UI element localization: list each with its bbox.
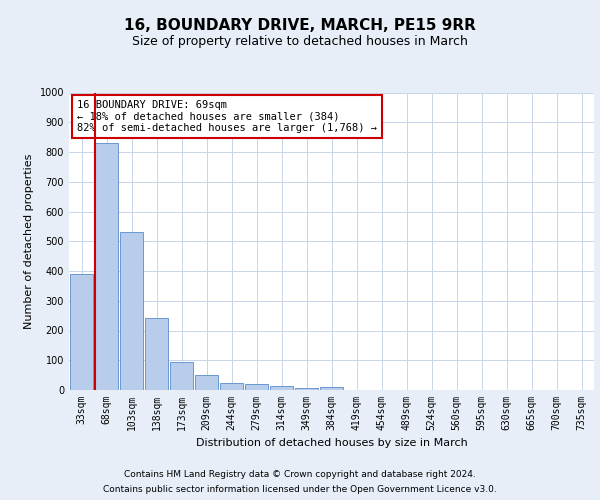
X-axis label: Distribution of detached houses by size in March: Distribution of detached houses by size … [196,438,467,448]
Bar [95,143,118,390]
Text: Size of property relative to detached houses in March: Size of property relative to detached ho… [132,35,468,48]
Bar [145,318,169,390]
Bar [245,384,268,390]
Text: 16, BOUNDARY DRIVE, MARCH, PE15 9RR: 16, BOUNDARY DRIVE, MARCH, PE15 9RR [124,18,476,32]
Text: 16 BOUNDARY DRIVE: 69sqm
← 18% of detached houses are smaller (384)
82% of semi-: 16 BOUNDARY DRIVE: 69sqm ← 18% of detach… [77,100,377,133]
Bar [220,384,244,390]
Text: Contains HM Land Registry data © Crown copyright and database right 2024.: Contains HM Land Registry data © Crown c… [124,470,476,479]
Bar [70,274,94,390]
Bar [295,388,319,390]
Y-axis label: Number of detached properties: Number of detached properties [24,154,34,329]
Bar [269,386,293,390]
Bar [320,387,343,390]
Text: Contains public sector information licensed under the Open Government Licence v3: Contains public sector information licen… [103,485,497,494]
Bar [170,362,193,390]
Bar [194,374,218,390]
Bar [119,232,143,390]
